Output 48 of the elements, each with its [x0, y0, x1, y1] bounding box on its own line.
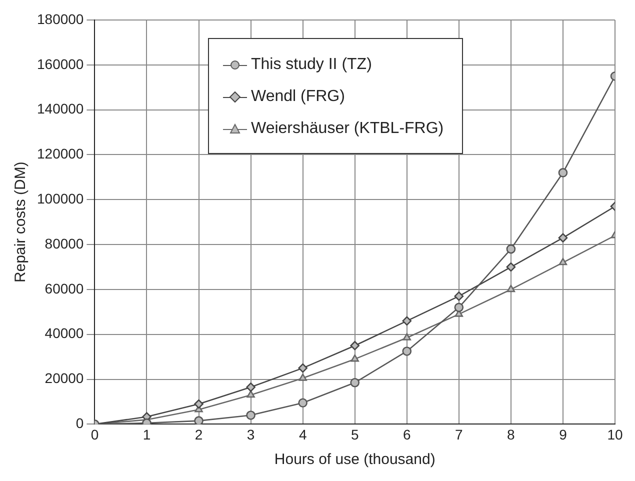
point — [246, 382, 256, 392]
point — [402, 346, 412, 356]
y-tick-label: 160000 — [37, 56, 84, 72]
point — [506, 284, 516, 292]
point — [298, 374, 307, 381]
y-tick-label: 0 — [76, 415, 84, 432]
point — [298, 398, 308, 408]
legend-label: Weiershäuser (KTBL-FRG) — [251, 120, 444, 138]
point — [246, 390, 255, 398]
point — [506, 244, 516, 254]
point — [402, 333, 411, 340]
point — [558, 168, 568, 178]
x-tick-label: 2 — [194, 426, 203, 442]
x-tick-label: 8 — [507, 426, 516, 442]
point — [194, 399, 204, 409]
x-tick-label: 9 — [559, 426, 568, 442]
y-tick-label: 80000 — [44, 235, 84, 252]
y-tick-label: 60000 — [44, 280, 84, 296]
x-axis-title: Hours of use (thousand) — [274, 451, 436, 468]
y-axis-title: Repair costs (DM) — [12, 162, 30, 283]
point — [350, 378, 360, 388]
y-tick-label: 120000 — [37, 146, 84, 162]
point — [350, 354, 359, 362]
x-tick-label: 10 — [607, 426, 623, 442]
point — [558, 233, 568, 242]
point — [402, 316, 412, 326]
y-tick-label: 140000 — [37, 100, 84, 117]
point — [246, 410, 256, 420]
legend-label: Wendl (FRG) — [251, 88, 345, 106]
x-tick-label: 7 — [455, 426, 464, 442]
x-tick-label: 5 — [350, 426, 359, 442]
y-tick-label: 20000 — [44, 370, 84, 386]
x-tick-label: 6 — [402, 426, 411, 442]
point — [454, 302, 464, 312]
y-tick-label: 40000 — [44, 325, 84, 342]
point — [454, 292, 464, 301]
y-tick-label: 100000 — [37, 190, 84, 207]
x-tick-label: 1 — [142, 426, 151, 442]
x-tick-label: 0 — [90, 426, 99, 442]
point — [506, 262, 516, 272]
x-tick-label: 4 — [298, 426, 307, 442]
point — [558, 258, 568, 266]
y-tick-label: 180000 — [37, 10, 84, 27]
point — [350, 340, 360, 350]
x-tick-label: 3 — [246, 426, 255, 442]
point — [194, 416, 204, 424]
point — [298, 363, 308, 373]
legend-label: This study II (TZ) — [251, 56, 372, 74]
